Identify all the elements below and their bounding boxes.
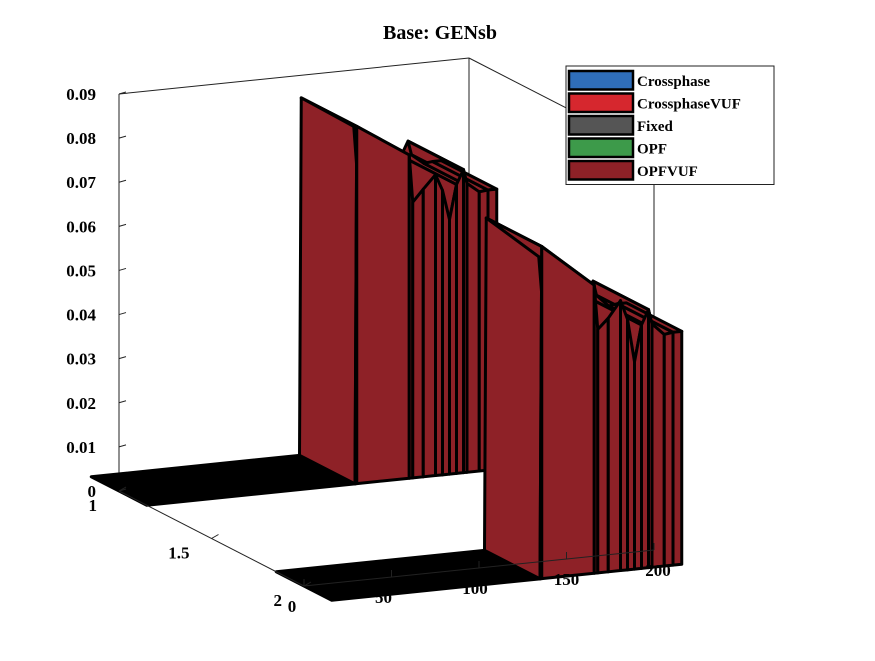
x-tick-label: 100	[462, 579, 488, 598]
z-tick-label: 0.07	[66, 173, 96, 192]
legend-label: Fixed	[637, 119, 673, 135]
x-tick-label: 200	[645, 561, 671, 580]
z-tick	[118, 356, 127, 360]
legend-swatch	[567, 114, 635, 136]
legend-label: CrossphaseVUF	[637, 97, 741, 113]
z-tick-label: 0.02	[66, 394, 96, 413]
legend-swatch	[567, 69, 635, 91]
legend-swatch	[567, 159, 635, 181]
z-tick	[118, 488, 127, 492]
ribbon-face	[355, 124, 411, 486]
z-tick-label: 0.04	[66, 306, 96, 325]
x-tick-label: 150	[554, 570, 580, 589]
legend-swatch	[567, 92, 635, 114]
z-tick-label: 0.01	[66, 438, 96, 457]
ribbon-segment	[298, 96, 359, 486]
z-tick-label: 0.08	[66, 129, 96, 148]
legend-label: OPFVUF	[637, 164, 698, 180]
z-tick-label: 0.09	[66, 85, 96, 104]
legend-label: Crossphase	[637, 74, 710, 90]
ribbon-face	[650, 322, 666, 569]
z-tick-label: 0	[88, 482, 97, 501]
ribbon-face	[671, 329, 684, 567]
z-tick	[118, 223, 127, 227]
x-tick-label: 50	[375, 588, 392, 607]
z-tick	[118, 267, 127, 271]
ribbon-face	[606, 299, 622, 574]
z-tick-label: 0.05	[66, 261, 96, 280]
legend: Crossphase CrossphaseVUF Fixed OPF OPFVUF	[565, 65, 775, 185]
ribbon-face	[411, 187, 425, 480]
ribbon-face	[540, 244, 596, 581]
z-tick	[118, 400, 127, 404]
y-tick-label: 1	[89, 496, 98, 515]
z-tick	[118, 135, 127, 139]
legend-swatch	[567, 137, 635, 159]
ribbon-face	[421, 173, 437, 479]
z-tick	[118, 179, 127, 183]
axis-edge-back-top	[118, 57, 470, 95]
y-tick	[303, 581, 312, 587]
z-tick-label: 0.06	[66, 217, 96, 236]
chart-title: Base: GENsb	[383, 22, 497, 44]
x-tick-label: 0	[288, 597, 297, 616]
z-tick	[118, 91, 127, 95]
z-tick-label: 0.03	[66, 350, 96, 369]
z-tick	[118, 444, 127, 448]
legend-label: OPF	[637, 142, 667, 158]
y-tick-label: 2	[274, 591, 283, 610]
ribbon-face	[596, 316, 610, 575]
ribbon-segment	[483, 216, 544, 581]
tick-label-group: 0 50 100 150 20011.5200.010.020.030.040.050.…	[66, 85, 671, 616]
ribbon-face	[465, 181, 481, 474]
y-tick	[211, 534, 219, 539]
y-tick-label: 1.5	[168, 544, 189, 563]
ribbon-series-group	[89, 96, 684, 602]
z-tick	[118, 312, 127, 316]
ribbon-1	[274, 216, 684, 602]
ribbon-0	[89, 96, 499, 507]
